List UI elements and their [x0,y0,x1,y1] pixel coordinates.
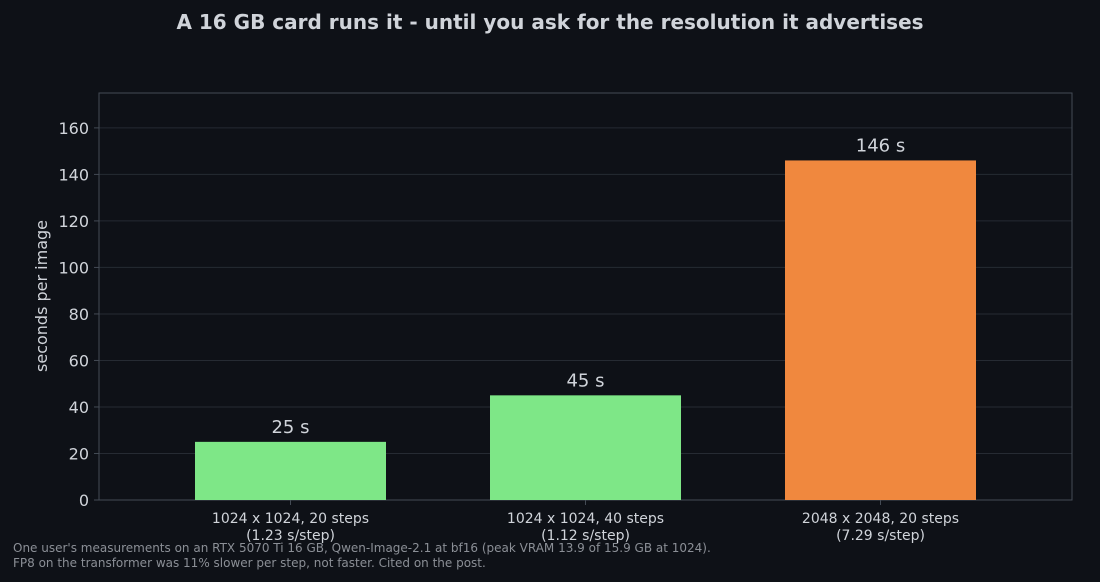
x-tick-label: (7.29 s/step) [836,528,925,544]
y-axis-ticks: 0 20 40 60 80 100 120 140 160 [58,119,99,510]
y-tick-label: 20 [69,444,89,463]
bar [785,160,976,500]
y-tick-label: 80 [69,305,89,324]
bar-value-label: 45 s [566,370,604,391]
y-tick-label: 100 [58,258,89,277]
footnote: One user's measurements on an RTX 5070 T… [13,541,711,570]
y-tick-label: 40 [69,398,89,417]
x-tick-label: (1.12 s/step) [541,528,630,544]
bars: 25 s 45 s 146 s [195,135,976,500]
y-tick-label: 160 [58,119,89,138]
x-axis-ticks: 1024 x 1024, 20 steps(1.23 s/step) 1024 x… [212,500,959,544]
x-tick-label: 1024 x 1024, 20 steps [212,511,369,527]
y-axis-title: seconds per image [32,220,51,372]
y-tick-label: 60 [69,351,89,370]
x-tick-label: (1.23 s/step) [246,528,335,544]
bar [490,395,681,500]
chart-title: A 16 GB card runs it - until you ask for… [176,10,923,34]
y-tick-label: 0 [79,491,89,510]
bar-value-label: 146 s [856,135,905,156]
bar-value-label: 25 s [271,417,309,438]
x-tick-label: 2048 x 2048, 20 steps [802,511,959,527]
footnote-line-1: One user's measurements on an RTX 5070 T… [13,541,711,555]
y-tick-label: 120 [58,212,89,231]
x-tick-label: 1024 x 1024, 40 steps [507,511,664,527]
footnote-line-2: FP8 on the transformer was 11% slower pe… [13,555,486,570]
bar [195,441,386,500]
y-tick-label: 140 [58,165,89,184]
